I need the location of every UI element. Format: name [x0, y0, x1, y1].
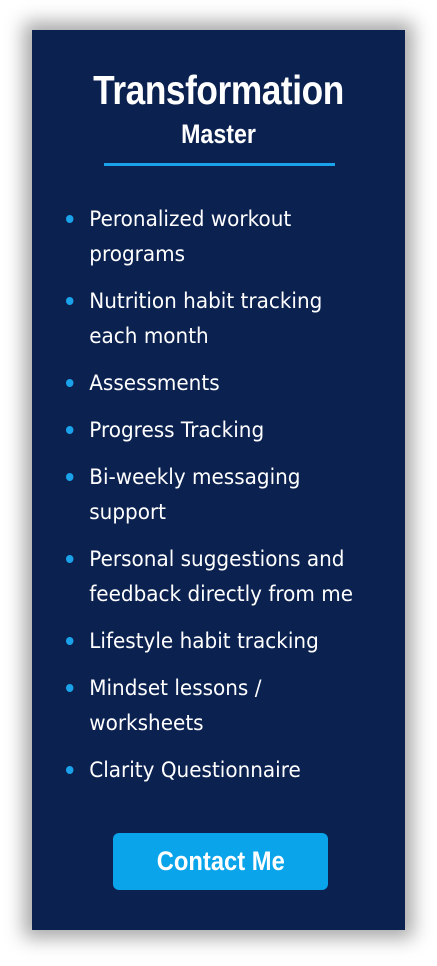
feature-text: Nutrition habit tracking each month: [89, 289, 323, 349]
bullet-dot-icon: [66, 637, 74, 645]
feature-text: Lifestyle habit tracking: [89, 629, 319, 654]
title-divider: [104, 163, 335, 166]
feature-text: Assessments: [89, 371, 220, 396]
feature-text: Personal suggestions and feedback direct…: [89, 547, 354, 607]
pricing-card: Transformation Master Peronalized workou…: [32, 30, 405, 930]
bullet-dot-icon: [66, 379, 74, 387]
feature-item: Mindset lessons / worksheets: [66, 671, 373, 741]
bullet-dot-icon: [66, 766, 74, 774]
bullet-dot-icon: [66, 215, 74, 223]
bullet-dot-icon: [66, 473, 74, 481]
bullet-dot-icon: [66, 555, 74, 563]
feature-text: Peronalized workout programs: [89, 207, 292, 267]
bullet-dot-icon: [66, 297, 74, 305]
bullet-dot-icon: [66, 426, 74, 434]
bullet-dot-icon: [66, 684, 74, 692]
feature-text: Bi-weekly messaging support: [89, 465, 301, 525]
contact-me-button[interactable]: Contact Me: [113, 833, 328, 890]
feature-text: Mindset lessons / worksheets: [89, 676, 262, 736]
feature-text: Progress Tracking: [89, 418, 265, 443]
feature-item: Personal suggestions and feedback direct…: [66, 542, 373, 612]
feature-item: Assessments: [66, 366, 373, 401]
feature-item: Lifestyle habit tracking: [66, 624, 373, 659]
feature-item: Bi-weekly messaging support: [66, 460, 373, 530]
feature-item: Clarity Questionnaire: [66, 753, 373, 788]
feature-text: Clarity Questionnaire: [89, 758, 301, 783]
plan-title: Transformation: [93, 67, 344, 113]
plan-subtitle: Master: [181, 119, 256, 149]
feature-item: Peronalized workout programs: [66, 202, 373, 272]
contact-me-label: Contact Me: [156, 846, 285, 876]
feature-item: Nutrition habit tracking each month: [66, 284, 373, 354]
feature-item: Progress Tracking: [66, 413, 373, 448]
feature-list: Peronalized workout programs Nutrition h…: [66, 202, 396, 800]
